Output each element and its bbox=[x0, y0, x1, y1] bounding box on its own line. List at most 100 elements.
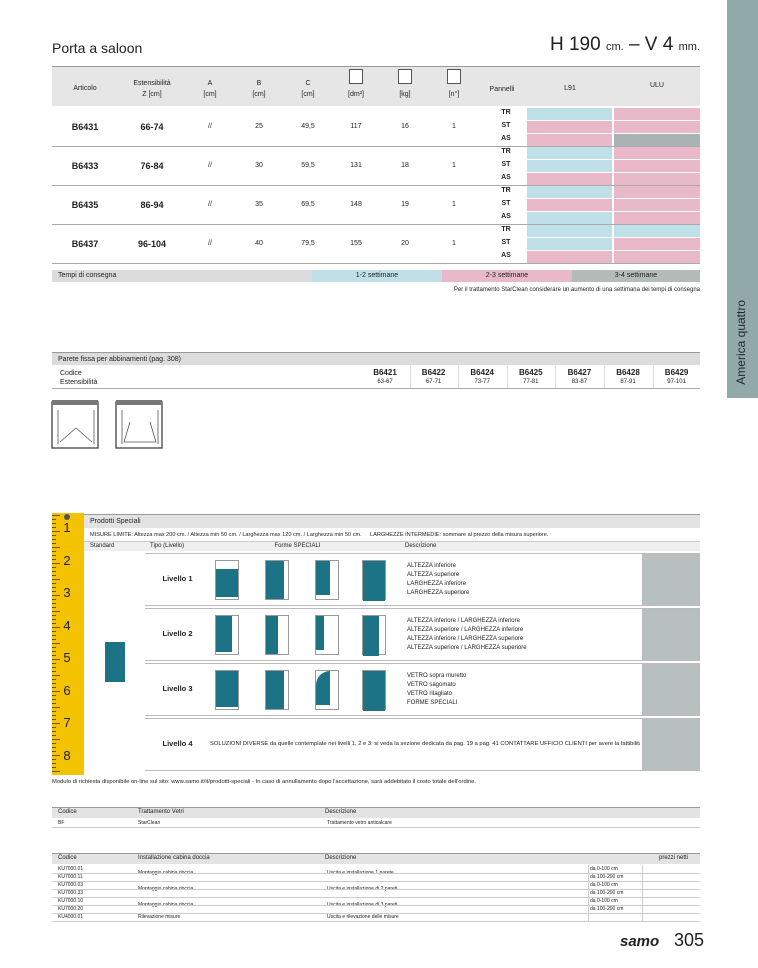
treatment-col-header: Codice bbox=[58, 809, 77, 815]
level-description: VETRO sagomato bbox=[407, 682, 456, 688]
cell-weight: 16 bbox=[401, 123, 409, 130]
ruler-tick bbox=[52, 763, 56, 764]
fixed-wall-code: B6422 bbox=[421, 368, 446, 377]
level-name: Livello 4 bbox=[162, 739, 193, 748]
rule bbox=[409, 366, 411, 388]
ruler-number: 1 bbox=[63, 520, 71, 535]
ruler-pin bbox=[64, 514, 70, 520]
availability-l91 bbox=[527, 185, 612, 198]
ruler-tick bbox=[52, 759, 56, 760]
installation-code: KU7000.11 bbox=[58, 874, 83, 880]
availability-ulu bbox=[614, 237, 700, 250]
panel-type: TR bbox=[501, 148, 511, 155]
special-limits: MISURE LIMITE: Altezza max 200 cm. / Alt… bbox=[90, 532, 362, 538]
col-icon bbox=[447, 69, 461, 84]
ruler-tick bbox=[52, 635, 56, 636]
shape-glass bbox=[216, 616, 232, 652]
ruler-tick bbox=[52, 567, 56, 568]
ruler-tick bbox=[52, 603, 56, 604]
ruler-tick bbox=[52, 751, 56, 752]
availability-l91 bbox=[527, 159, 612, 172]
ruler-tick bbox=[52, 559, 56, 560]
rule bbox=[52, 905, 700, 906]
price-cell bbox=[642, 664, 700, 715]
installation-col-header: Codice bbox=[58, 855, 77, 861]
article-code: B6433 bbox=[71, 161, 99, 171]
rule bbox=[52, 145, 700, 147]
cell-count: 1 bbox=[452, 240, 456, 247]
ruler-tick bbox=[52, 695, 56, 696]
installation-name: Rilevazione misure bbox=[138, 914, 181, 920]
special-col-header: Descrizione bbox=[405, 543, 437, 549]
rule bbox=[458, 366, 460, 388]
availability-ulu bbox=[614, 159, 700, 172]
panel-type: AS bbox=[501, 174, 511, 181]
table-header bbox=[52, 66, 700, 106]
level-description: ALTEZZA inferiore / LARGHEZZA inferiore bbox=[407, 618, 520, 624]
spec-thickness: – V 4 bbox=[628, 34, 674, 55]
rule bbox=[52, 889, 700, 890]
fixed-wall-ext: 87-91 bbox=[620, 379, 636, 385]
level-description: ALTEZZA inferiore / LARGHEZZA superiore bbox=[407, 636, 524, 642]
availability-ulu bbox=[614, 146, 700, 159]
special-header-row bbox=[84, 541, 700, 551]
price-cell bbox=[642, 719, 700, 770]
col-header: [kg] bbox=[399, 91, 411, 98]
availability-ulu bbox=[614, 211, 700, 224]
level-row bbox=[145, 608, 700, 661]
installation-col-header: prezzi netti bbox=[658, 855, 688, 861]
col-header: C bbox=[305, 80, 311, 87]
ruler-tick bbox=[52, 583, 56, 584]
ruler-tick bbox=[52, 643, 60, 644]
extensibility: 86-94 bbox=[140, 200, 164, 210]
ruler-tick bbox=[52, 535, 56, 536]
special-col-header: Forme SPECIALI bbox=[274, 543, 321, 549]
col-header: Pannelli bbox=[489, 86, 515, 93]
ruler-tick bbox=[52, 723, 60, 724]
delivery-note: Per il trattamento StarClean considerare… bbox=[453, 287, 700, 293]
fixed-wall-code: B6428 bbox=[616, 368, 640, 377]
col-header: Z [cm] bbox=[142, 91, 162, 98]
special-title: Prodotti Speciali bbox=[84, 514, 700, 528]
level-description: LARGHEZZA inferiore bbox=[407, 581, 467, 587]
article-code: B6435 bbox=[71, 200, 99, 210]
shape-outline bbox=[265, 560, 289, 600]
ruler-tick bbox=[52, 587, 56, 588]
ruler-tick bbox=[52, 743, 56, 744]
ruler-tick bbox=[52, 747, 56, 748]
brand: samo bbox=[620, 933, 660, 950]
level-description: ALTEZZA superiore bbox=[407, 572, 460, 578]
level-description: SOLUZIONI DIVERSE da quelle contemplate … bbox=[210, 741, 640, 747]
delivery-option: 2-3 settimane bbox=[442, 270, 572, 282]
shape-outline bbox=[265, 670, 289, 710]
cell-c: 69,5 bbox=[301, 201, 315, 208]
ruler-tick bbox=[52, 555, 56, 556]
availability-l91 bbox=[527, 237, 612, 250]
delivery-label: Tempi di consegna bbox=[52, 270, 312, 282]
spec-unit: cm. bbox=[605, 41, 624, 53]
ruler-number: 8 bbox=[63, 747, 71, 763]
cell-c: 59,5 bbox=[301, 162, 315, 169]
fixed-wall-ext: 97-101 bbox=[667, 379, 686, 385]
ruler-tick bbox=[52, 715, 56, 716]
rule bbox=[506, 366, 508, 388]
page-title: Porta a saloon bbox=[52, 40, 143, 56]
installation-header bbox=[52, 853, 700, 864]
installation-range: da 0-100 cm bbox=[590, 898, 618, 904]
ruler-tick bbox=[52, 691, 60, 692]
availability-ulu bbox=[614, 224, 700, 237]
rule bbox=[52, 897, 700, 898]
cell-area: 155 bbox=[350, 240, 362, 247]
panel-type: ST bbox=[501, 200, 511, 207]
installation-range: da 100-200 cm bbox=[590, 890, 624, 896]
fixed-wall-code: B6427 bbox=[567, 368, 592, 377]
rule bbox=[604, 366, 605, 388]
shape-outline bbox=[215, 615, 239, 655]
installation-code: KU4000.01 bbox=[58, 914, 84, 920]
ruler-tick bbox=[52, 531, 60, 532]
ruler-tick bbox=[52, 575, 56, 576]
ruler-tick bbox=[52, 671, 56, 672]
rule bbox=[555, 366, 557, 388]
availability-l91 bbox=[527, 198, 612, 211]
price-cell bbox=[642, 609, 700, 660]
